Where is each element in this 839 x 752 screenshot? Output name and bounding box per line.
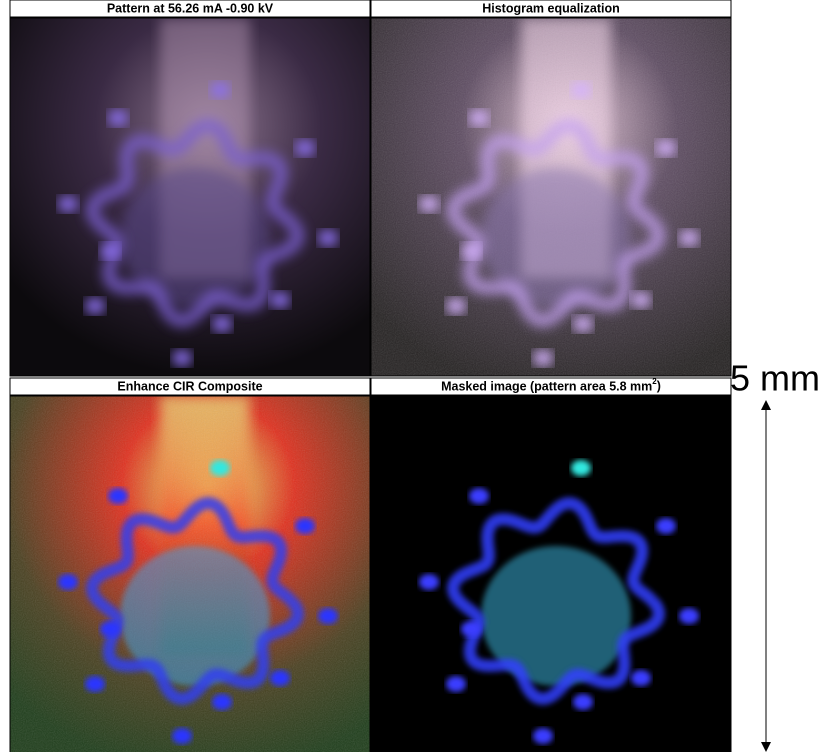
- panel-title: Pattern at 56.26 mA -0.90 kV: [107, 1, 274, 15]
- spot: [172, 728, 192, 744]
- spot: [533, 728, 553, 744]
- title-suffix: ): [657, 379, 661, 393]
- spot: [212, 316, 232, 332]
- spot: [573, 694, 593, 710]
- spot: [469, 110, 489, 126]
- spot: [679, 230, 699, 246]
- spot: [85, 298, 105, 314]
- spot: [419, 574, 439, 590]
- spot: [210, 460, 230, 476]
- spot: [533, 350, 553, 366]
- spot: [573, 316, 593, 332]
- spot: [100, 621, 120, 637]
- spot: [461, 621, 481, 637]
- spot: [295, 140, 315, 156]
- panel-title: Masked image (pattern area 5.8 mm2): [441, 377, 661, 393]
- spot: [318, 230, 338, 246]
- panel: Histogram equalization: [371, 0, 731, 376]
- spot: [631, 670, 651, 686]
- spot: [571, 82, 591, 98]
- spot: [631, 292, 651, 308]
- spot: [656, 140, 676, 156]
- panel: Pattern at 56.26 mA -0.90 kV: [10, 0, 370, 376]
- spot: [446, 298, 466, 314]
- panel: Enhance CIR Composite: [10, 378, 370, 752]
- spot: [210, 82, 230, 98]
- spot: [172, 350, 192, 366]
- spot: [469, 488, 489, 504]
- spot: [270, 292, 290, 308]
- panel-image: [10, 18, 370, 376]
- spot: [419, 196, 439, 212]
- spot: [461, 243, 481, 259]
- figure: Pattern at 56.26 mA -0.90 kV Histogram eq…: [0, 0, 839, 752]
- spot: [318, 608, 338, 624]
- spot: [679, 608, 699, 624]
- scale-label: 5 mm: [730, 358, 820, 399]
- spot: [656, 518, 676, 534]
- panel-title: Enhance CIR Composite: [117, 379, 262, 393]
- spot: [295, 518, 315, 534]
- spot: [85, 676, 105, 692]
- spot: [108, 110, 128, 126]
- spot: [446, 676, 466, 692]
- spot: [270, 670, 290, 686]
- spot: [58, 574, 78, 590]
- spot: [571, 460, 591, 476]
- spot: [212, 694, 232, 710]
- panel-title: Histogram equalization: [482, 1, 620, 15]
- panel: Masked image (pattern area 5.8 mm2): [371, 377, 731, 752]
- spot: [100, 243, 120, 259]
- spot: [58, 196, 78, 212]
- panel-image: [10, 396, 370, 752]
- panel-image: [371, 18, 731, 376]
- panel-image: [371, 396, 731, 752]
- spot: [108, 488, 128, 504]
